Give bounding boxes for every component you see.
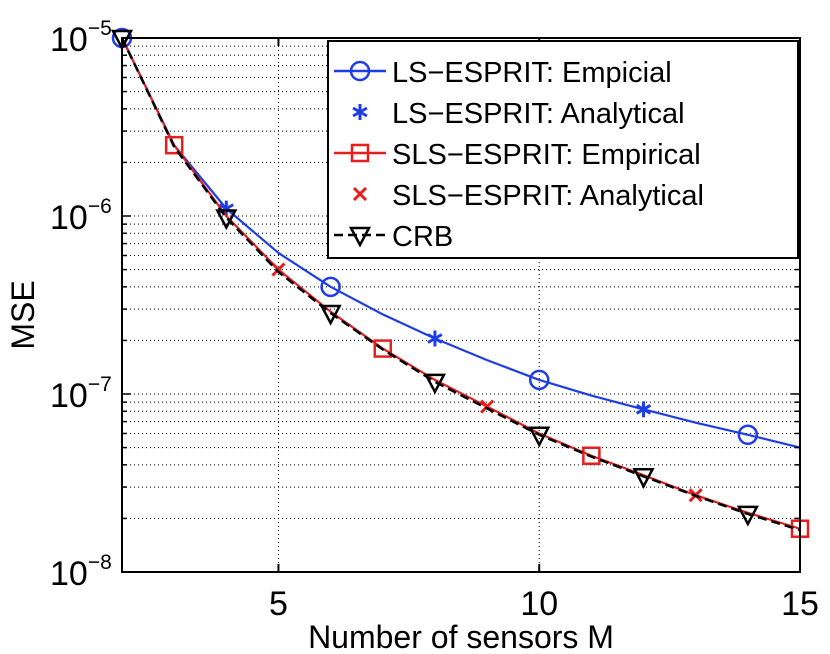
data-point [164,135,184,155]
y-tick-label: 10−8 [50,551,112,593]
series-line [120,37,801,532]
legend-label: LS−ESPRIT: Empicial [392,57,672,89]
data-point [215,209,238,231]
data-point [632,468,655,489]
legend-entry: SLS−ESPRIT: Empirical [334,139,701,171]
legend-marker [349,60,371,82]
legend-label: LS−ESPRIT: Analytical [392,98,685,130]
legend-marker [352,186,368,202]
data-point [373,339,393,358]
legend-marker [350,143,370,163]
x-axis-label: Number of sensors M [308,619,614,654]
x-tick-label: 15 [781,585,819,623]
legend: LS−ESPRIT: Empicial LS−ESPRIT: Analytical… [327,40,799,259]
legend-label: CRB [392,221,453,253]
tick-marks [122,37,801,573]
data-point [319,304,342,326]
series-line [121,37,801,449]
plot-frame [121,37,801,573]
data-point [528,369,550,391]
data-point [423,373,446,395]
data-point [320,276,341,298]
legend-entry: LS−ESPRIT: Analytical [352,98,685,130]
series-5 [110,29,801,532]
data-point [635,401,652,418]
data-point [528,426,551,448]
x-tick-label: 10 [520,585,558,623]
legend-label: SLS−ESPRIT: Analytical [392,180,704,212]
y-tick-label: 10−7 [50,373,112,415]
tick-labels: 5 10 15 10−5 10−6 10−7 10−8 [50,17,819,623]
data-point [736,505,759,527]
y-axis-label: MSE [5,280,41,349]
legend-entry: LS−ESPRIT: Empicial [334,57,672,89]
legend-box [327,40,799,259]
y-tick-label: 10−6 [50,195,112,237]
y-tick-label: 10−5 [50,17,112,59]
legend-label: SLS−ESPRIT: Empirical [392,139,701,171]
data-point [737,424,759,446]
legend-marker [352,104,368,120]
data-point [582,446,601,465]
data-point [110,29,134,51]
legend-entry: SLS−ESPRIT: Analytical [352,180,704,212]
legend-entry: CRB [334,221,453,253]
legend-marker [348,226,372,248]
series-layer [110,27,810,538]
x-tick-label: 5 [269,585,288,623]
data-point [427,330,443,347]
